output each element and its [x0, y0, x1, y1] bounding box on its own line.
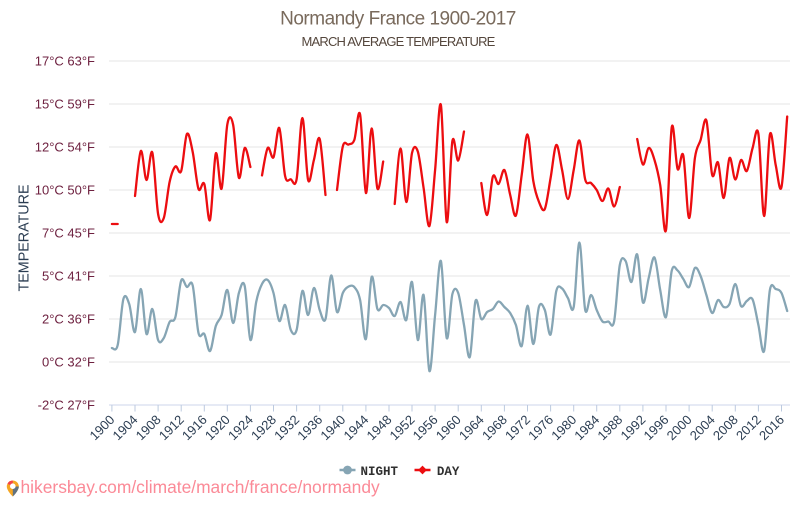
svg-text:hikersbay.com/climate/march/fr: hikersbay.com/climate/march/france/norma…	[21, 477, 381, 497]
svg-text:15°C 59°F: 15°C 59°F	[35, 97, 95, 112]
svg-text:5°C 41°F: 5°C 41°F	[42, 269, 95, 284]
svg-text:NIGHT: NIGHT	[361, 465, 399, 479]
svg-text:12°C 54°F: 12°C 54°F	[35, 140, 95, 155]
svg-text:-2°C 27°F: -2°C 27°F	[38, 398, 95, 413]
svg-text:TEMPERATURE: TEMPERATURE	[17, 185, 33, 292]
svg-text:7°C 45°F: 7°C 45°F	[42, 226, 95, 241]
svg-text:10°C 50°F: 10°C 50°F	[35, 183, 95, 198]
svg-text:0°C 32°F: 0°C 32°F	[42, 355, 95, 370]
svg-text:17°C 63°F: 17°C 63°F	[35, 54, 95, 69]
svg-text:Normandy France 1900-2017: Normandy France 1900-2017	[280, 9, 516, 30]
svg-text:DAY: DAY	[437, 465, 460, 479]
svg-text:2°C 36°F: 2°C 36°F	[42, 312, 95, 327]
svg-text:MARCH AVERAGE TEMPERATURE: MARCH AVERAGE TEMPERATURE	[301, 34, 495, 49]
